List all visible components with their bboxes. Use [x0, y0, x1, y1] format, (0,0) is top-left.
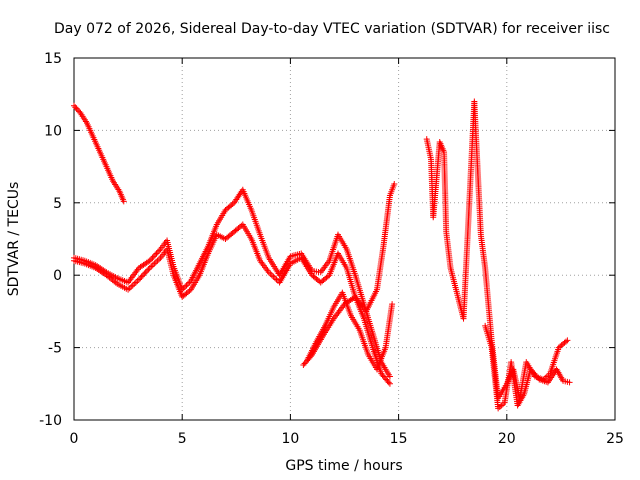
y-tick-label: -10: [39, 413, 62, 429]
data-point: [186, 279, 193, 286]
y-tick-label: 0: [53, 268, 62, 284]
data-point: [391, 180, 398, 187]
data-point: [180, 285, 187, 292]
data-point: [156, 256, 163, 263]
data-point: [131, 280, 138, 287]
data-point: [270, 273, 277, 280]
series-early-descent: [71, 102, 127, 205]
data-point: [386, 373, 393, 380]
x-axis-label: GPS time / hours: [285, 458, 402, 474]
data-point: [139, 272, 146, 279]
series-rising-a: [300, 180, 398, 368]
data-point: [267, 270, 274, 277]
data-point: [152, 259, 159, 266]
data-point: [151, 260, 158, 267]
y-tick-label: 5: [53, 196, 62, 212]
data-point: [148, 263, 155, 270]
data-point: [134, 277, 141, 284]
data-point: [271, 275, 278, 282]
data-point: [324, 273, 331, 280]
data-point: [273, 276, 280, 283]
data-point: [183, 282, 190, 289]
data-point: [72, 104, 79, 111]
series-rising-b: [304, 289, 396, 373]
y-tick-labels: -10 -5 0 5 10 15: [39, 51, 62, 429]
x-tick-labels: 0 5 10 15 20 25: [70, 431, 624, 447]
x-tick-label: 25: [606, 431, 624, 447]
data-point: [149, 254, 156, 261]
data-point: [74, 107, 81, 114]
x-tick-label: 10: [281, 431, 299, 447]
x-tick-label: 5: [178, 431, 187, 447]
data-point: [564, 337, 571, 344]
data-point: [144, 267, 151, 274]
data-point: [132, 279, 139, 286]
data-point: [156, 247, 163, 254]
x-tick-label: 20: [498, 431, 516, 447]
data-point: [562, 338, 569, 345]
data-point: [179, 286, 186, 293]
data-point: [148, 256, 155, 263]
data-point: [142, 269, 149, 276]
y-axis-label: SDTVAR / TECUs: [6, 182, 22, 297]
data-point: [150, 253, 157, 260]
y-tick-label: 15: [44, 51, 62, 67]
data-point: [154, 257, 161, 264]
series-post-15-lower: [482, 322, 573, 412]
data-point: [229, 201, 236, 208]
data-point: [120, 198, 127, 205]
x-tick-label: 15: [390, 431, 408, 447]
data-point: [126, 285, 133, 292]
data-point: [135, 276, 142, 283]
data-point: [137, 275, 144, 282]
y-tick-label: 10: [44, 123, 62, 139]
x-tick-label: 0: [70, 431, 79, 447]
data-point: [268, 272, 275, 279]
data-point: [566, 379, 573, 386]
data-point: [138, 273, 145, 280]
data-point: [385, 379, 392, 386]
series-post-15-cluster: [423, 98, 571, 402]
data-point: [152, 251, 159, 258]
data-point: [146, 264, 153, 271]
data-point: [386, 380, 393, 387]
chart-title: Day 072 of 2026, Sidereal Day-to-day VTE…: [54, 21, 610, 37]
plot-frame: [73, 57, 616, 421]
ticks: [73, 57, 616, 421]
data-points: [71, 98, 573, 412]
data-point: [186, 287, 193, 294]
data-point: [389, 301, 396, 308]
data-point: [149, 262, 156, 269]
data-point: [129, 282, 136, 289]
data-point: [76, 108, 83, 115]
data-point: [71, 102, 77, 109]
data-point: [73, 105, 80, 112]
data-point: [141, 270, 148, 277]
data-point: [238, 222, 245, 229]
data-point: [146, 257, 153, 264]
data-point: [182, 283, 189, 290]
y-tick-label: -5: [48, 341, 62, 357]
data-point: [153, 250, 160, 257]
data-point: [145, 266, 152, 273]
data-point: [154, 249, 161, 256]
grid: [74, 58, 615, 420]
data-point: [184, 280, 191, 287]
